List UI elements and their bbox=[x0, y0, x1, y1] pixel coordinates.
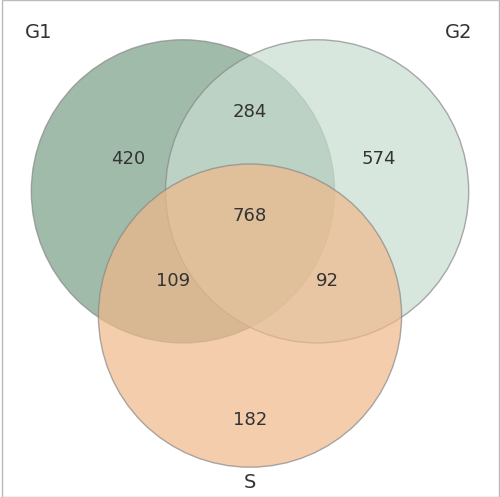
Text: 574: 574 bbox=[362, 150, 396, 168]
Text: 182: 182 bbox=[233, 411, 267, 429]
Circle shape bbox=[98, 164, 402, 467]
Text: 420: 420 bbox=[111, 150, 146, 168]
Circle shape bbox=[32, 40, 335, 343]
Text: 284: 284 bbox=[233, 103, 267, 121]
Text: 768: 768 bbox=[233, 207, 267, 225]
Text: S: S bbox=[244, 473, 256, 492]
Circle shape bbox=[166, 40, 469, 343]
Text: G2: G2 bbox=[445, 23, 472, 42]
Text: 109: 109 bbox=[156, 272, 190, 290]
Text: G1: G1 bbox=[25, 23, 52, 42]
Text: 92: 92 bbox=[316, 272, 338, 290]
